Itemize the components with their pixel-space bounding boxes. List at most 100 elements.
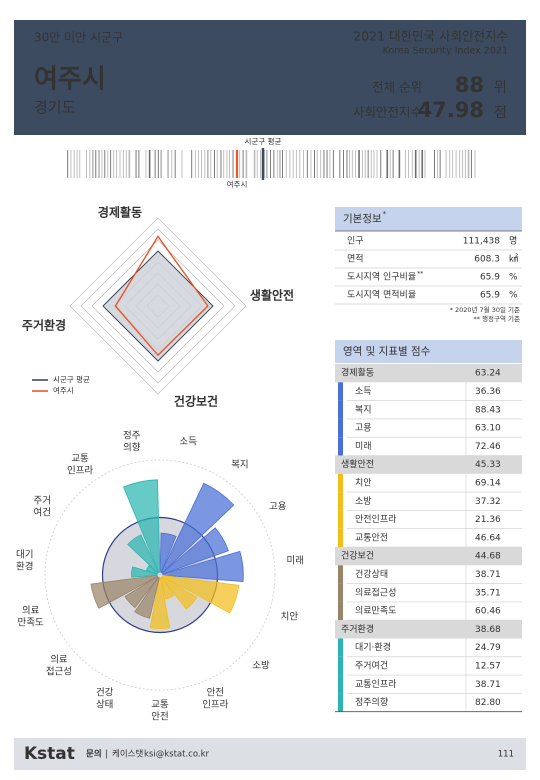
basic-note: * 2020년 7월 30일 기준 xyxy=(450,305,520,314)
indicator-score: 72.46 xyxy=(475,442,501,452)
report-subtitle: Korea Security Index 2021 xyxy=(383,46,508,57)
domain-score: 63.24 xyxy=(475,369,501,379)
header-band xyxy=(14,20,526,135)
domain-color-bar xyxy=(338,675,343,694)
indicator-name: 교통안전 xyxy=(355,532,388,543)
polar-label: 만족도 xyxy=(18,618,44,629)
polar-label: 고용 xyxy=(269,502,287,513)
polar-label: 의료 xyxy=(22,606,40,617)
polar-label: 의향 xyxy=(123,441,141,453)
polar-label: 건강 xyxy=(96,688,114,699)
indicator-score: 35.71 xyxy=(475,588,501,598)
polar-bar xyxy=(123,479,161,573)
indicator-score: 82.80 xyxy=(475,698,501,708)
rank: 88 xyxy=(455,73,484,97)
report-title: 2021 대한민국 사회안전지수 xyxy=(353,29,508,44)
polar-label: 안전 xyxy=(151,712,168,723)
domain-color-bar xyxy=(338,528,343,547)
domain-color-bar xyxy=(338,400,343,419)
basic-note: ** 행정구역 기준 xyxy=(473,314,520,323)
polar-bar xyxy=(131,566,158,578)
polar-label: 여건 xyxy=(33,507,50,519)
basic-unit: ㎢ xyxy=(509,254,518,265)
domain-color-bar xyxy=(338,473,343,493)
domain-name: 주거환경 xyxy=(341,623,374,635)
basic-label: 도시지역 인구비율 xyxy=(347,272,416,283)
logo-text: stat xyxy=(37,744,75,764)
domain-color-bar xyxy=(338,510,343,529)
basic-label: 도시지역 면적비율 xyxy=(347,289,416,301)
indicator-name: 의료접근성 xyxy=(355,586,396,598)
polar-label: 인프라 xyxy=(67,465,93,476)
indicator-name: 건강상태 xyxy=(355,569,388,580)
indicator-score: 88.43 xyxy=(475,405,501,415)
basic-label: 면적 xyxy=(347,253,364,265)
polar-bar xyxy=(160,576,175,600)
province: 경기도 xyxy=(34,99,76,117)
basic-value: 608.3 xyxy=(474,255,500,265)
domain-row-bg xyxy=(335,455,522,474)
index-label: 사회안전지수 xyxy=(353,105,422,120)
polar-label: 대기 xyxy=(16,549,33,560)
domain-score: 38.68 xyxy=(475,625,501,635)
polar-bar xyxy=(90,574,158,609)
indicator-score: 36.36 xyxy=(475,387,501,397)
domain-color-bar xyxy=(338,656,343,676)
polar-bar xyxy=(161,527,229,575)
contact-email: ksi@kstat.co.kr xyxy=(144,750,209,760)
rank-unit: 위 xyxy=(494,80,507,96)
contact-org: 케이스탯 xyxy=(112,749,143,760)
domain-color-bar xyxy=(338,418,343,438)
radar-ring xyxy=(69,217,247,395)
domain-score: 44.68 xyxy=(475,552,501,562)
indicator-score: 12.57 xyxy=(475,661,501,671)
domain-color-bar xyxy=(338,565,343,584)
domain-row-bg xyxy=(335,547,522,566)
radar-region xyxy=(114,235,209,357)
indicator-name: 교통인프라 xyxy=(355,679,397,690)
indicator-name: 정주의향 xyxy=(355,696,388,708)
strip-average-label: 시군구 평균 xyxy=(245,136,282,146)
polar-bar xyxy=(149,577,171,630)
polar-bar xyxy=(162,574,240,614)
indicator-score: 24.79 xyxy=(475,643,501,653)
polar-bar xyxy=(145,565,159,575)
polar-bar xyxy=(134,576,160,619)
radar-axis-label: 건강보건 xyxy=(174,394,218,409)
footer-band xyxy=(14,738,526,770)
basic-title-bg xyxy=(335,207,522,231)
domain-name: 건강보건 xyxy=(341,551,374,562)
polar-label: 상태 xyxy=(96,700,113,711)
polar-label: 교통 xyxy=(151,700,169,711)
basic-value: 111,438 xyxy=(463,237,500,247)
polar-label: 소방 xyxy=(252,661,270,672)
polar-bar xyxy=(124,576,159,609)
polar-label: 정주 xyxy=(123,430,141,441)
contact-label: 문의 xyxy=(86,749,102,760)
region-name: 여주시 xyxy=(34,65,106,95)
polar-label: 환경 xyxy=(16,560,33,572)
polar-label: 소득 xyxy=(180,436,198,447)
basic-title: 기본정보 xyxy=(343,213,382,225)
basic-value: 65.9 xyxy=(480,273,500,283)
page-number: 111 xyxy=(498,750,514,760)
strip-region-label: 여주시 xyxy=(227,179,248,189)
indicator-score: 69.14 xyxy=(475,478,501,488)
indicator-name: 대기·환경 xyxy=(355,641,391,653)
indicator-name: 복지 xyxy=(355,404,372,415)
polar-bar xyxy=(160,482,235,574)
radar-axis-label: 생활안전 xyxy=(250,288,294,303)
domain-color-bar xyxy=(338,583,343,602)
radar-ring xyxy=(80,228,236,384)
separator: | xyxy=(105,750,108,760)
indicator-score: 63.10 xyxy=(475,424,501,434)
polar-label: 주거 xyxy=(33,496,50,507)
polar-bar xyxy=(127,534,160,574)
domain-color-bar xyxy=(338,693,343,712)
polar-label: 인프라 xyxy=(202,700,228,711)
scores-title: 영역 및 지표별 점수 xyxy=(343,346,431,358)
basic-unit: 명 xyxy=(509,236,517,247)
polar-label: 교통 xyxy=(71,453,89,464)
indicator-name: 안전인프라 xyxy=(355,514,397,525)
